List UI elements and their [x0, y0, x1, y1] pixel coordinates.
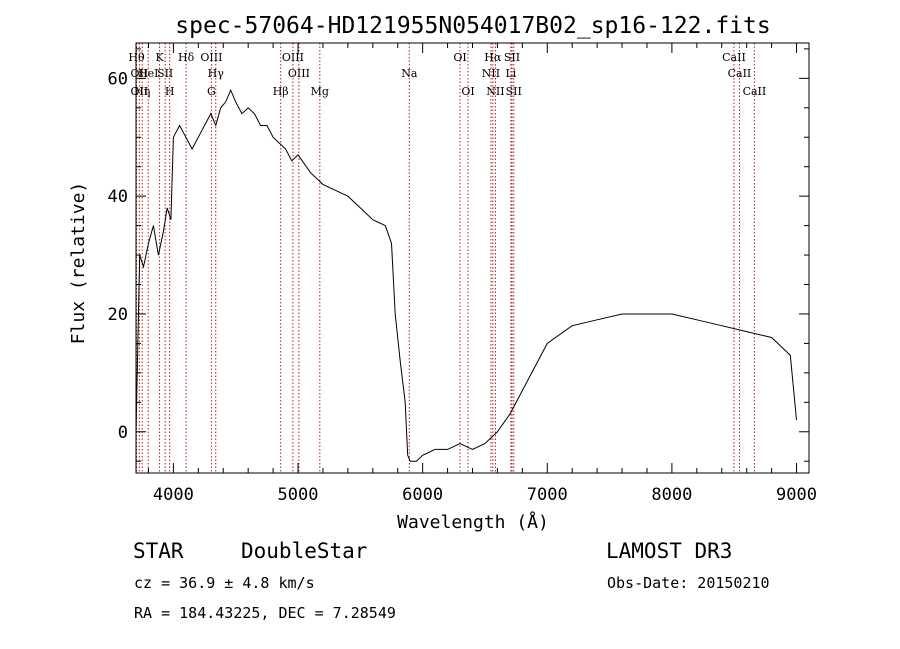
y-axis-label: Flux (relative): [68, 182, 89, 345]
x-tick-label-6000: 6000: [402, 485, 443, 505]
line-label-7: H: [165, 85, 175, 98]
ra-dec: RA = 184.43225, DEC = 7.28549: [134, 604, 396, 622]
line-label-0: Hθ: [128, 51, 145, 64]
x-tick-label-8000: 8000: [651, 485, 692, 505]
plot-frame: [135, 42, 810, 474]
line-label-6: SII: [157, 67, 173, 80]
line-label-4: HeI: [138, 67, 158, 80]
line-label-9: OIII: [200, 51, 222, 64]
line-label-20: NII: [482, 67, 500, 80]
y-axis: 0 20 40 60: [108, 48, 809, 462]
line-label-5: K: [155, 51, 164, 64]
obs-date: Obs-Date: 20150210: [607, 574, 770, 592]
line-label-10: Hγ: [208, 67, 225, 80]
survey-name: LAMOST DR3: [606, 539, 733, 563]
x-axis: 4000 5000 6000 7000 8000 9000: [147, 43, 817, 505]
object-subclass: DoubleStar: [241, 539, 368, 563]
spectrum-chart: 4000 5000 6000 7000 8000 9000 0 20 40 60 Hθ OII OI…: [68, 13, 817, 533]
line-label-15: Mg: [311, 85, 329, 98]
flux-series-line: [135, 88, 797, 462]
line-label-17: OI: [453, 51, 466, 64]
x-axis-label: Wavelength (Å): [397, 511, 549, 533]
chart-title: spec-57064-HD121955N054017B02_sp16-122.f…: [175, 13, 770, 39]
line-label-11: G: [207, 85, 216, 98]
x-tick-label-4000: 4000: [153, 485, 194, 505]
line-label-16: Na: [401, 67, 418, 80]
x-tick-label-7000: 7000: [527, 485, 568, 505]
line-label-3: Hη: [134, 85, 150, 98]
line-label-24: SII: [506, 85, 522, 98]
line-markers: [135, 43, 755, 473]
line-label-13: OIII: [282, 51, 304, 64]
line-label-8: Hδ: [178, 51, 195, 64]
y-tick-label-20: 20: [108, 305, 128, 325]
line-label-12: Hβ: [273, 85, 289, 98]
object-class: STAR: [133, 539, 184, 563]
line-label-1: OII: [131, 67, 149, 80]
x-tick-label-5000: 5000: [278, 485, 319, 505]
line-label-14: OIII: [288, 67, 310, 80]
y-tick-label-40: 40: [108, 187, 128, 207]
line-label-18: OI: [461, 85, 474, 98]
line-label-2: OII: [131, 85, 149, 98]
line-label-27: CaII: [743, 85, 767, 98]
line-label-22: Li: [505, 67, 516, 80]
y-tick-label-60: 60: [108, 69, 128, 89]
y-tick-label-0: 0: [118, 423, 128, 443]
line-label-26: CaII: [728, 67, 752, 80]
redshift-cz: cz = 36.9 ± 4.8 km/s: [134, 574, 315, 592]
line-label-19: Hα: [484, 51, 502, 64]
line-label-21: NII: [486, 85, 504, 98]
x-tick-label-9000: 9000: [776, 485, 817, 505]
line-label-23: SII: [504, 51, 520, 64]
line-label-25: CaII: [722, 51, 746, 64]
